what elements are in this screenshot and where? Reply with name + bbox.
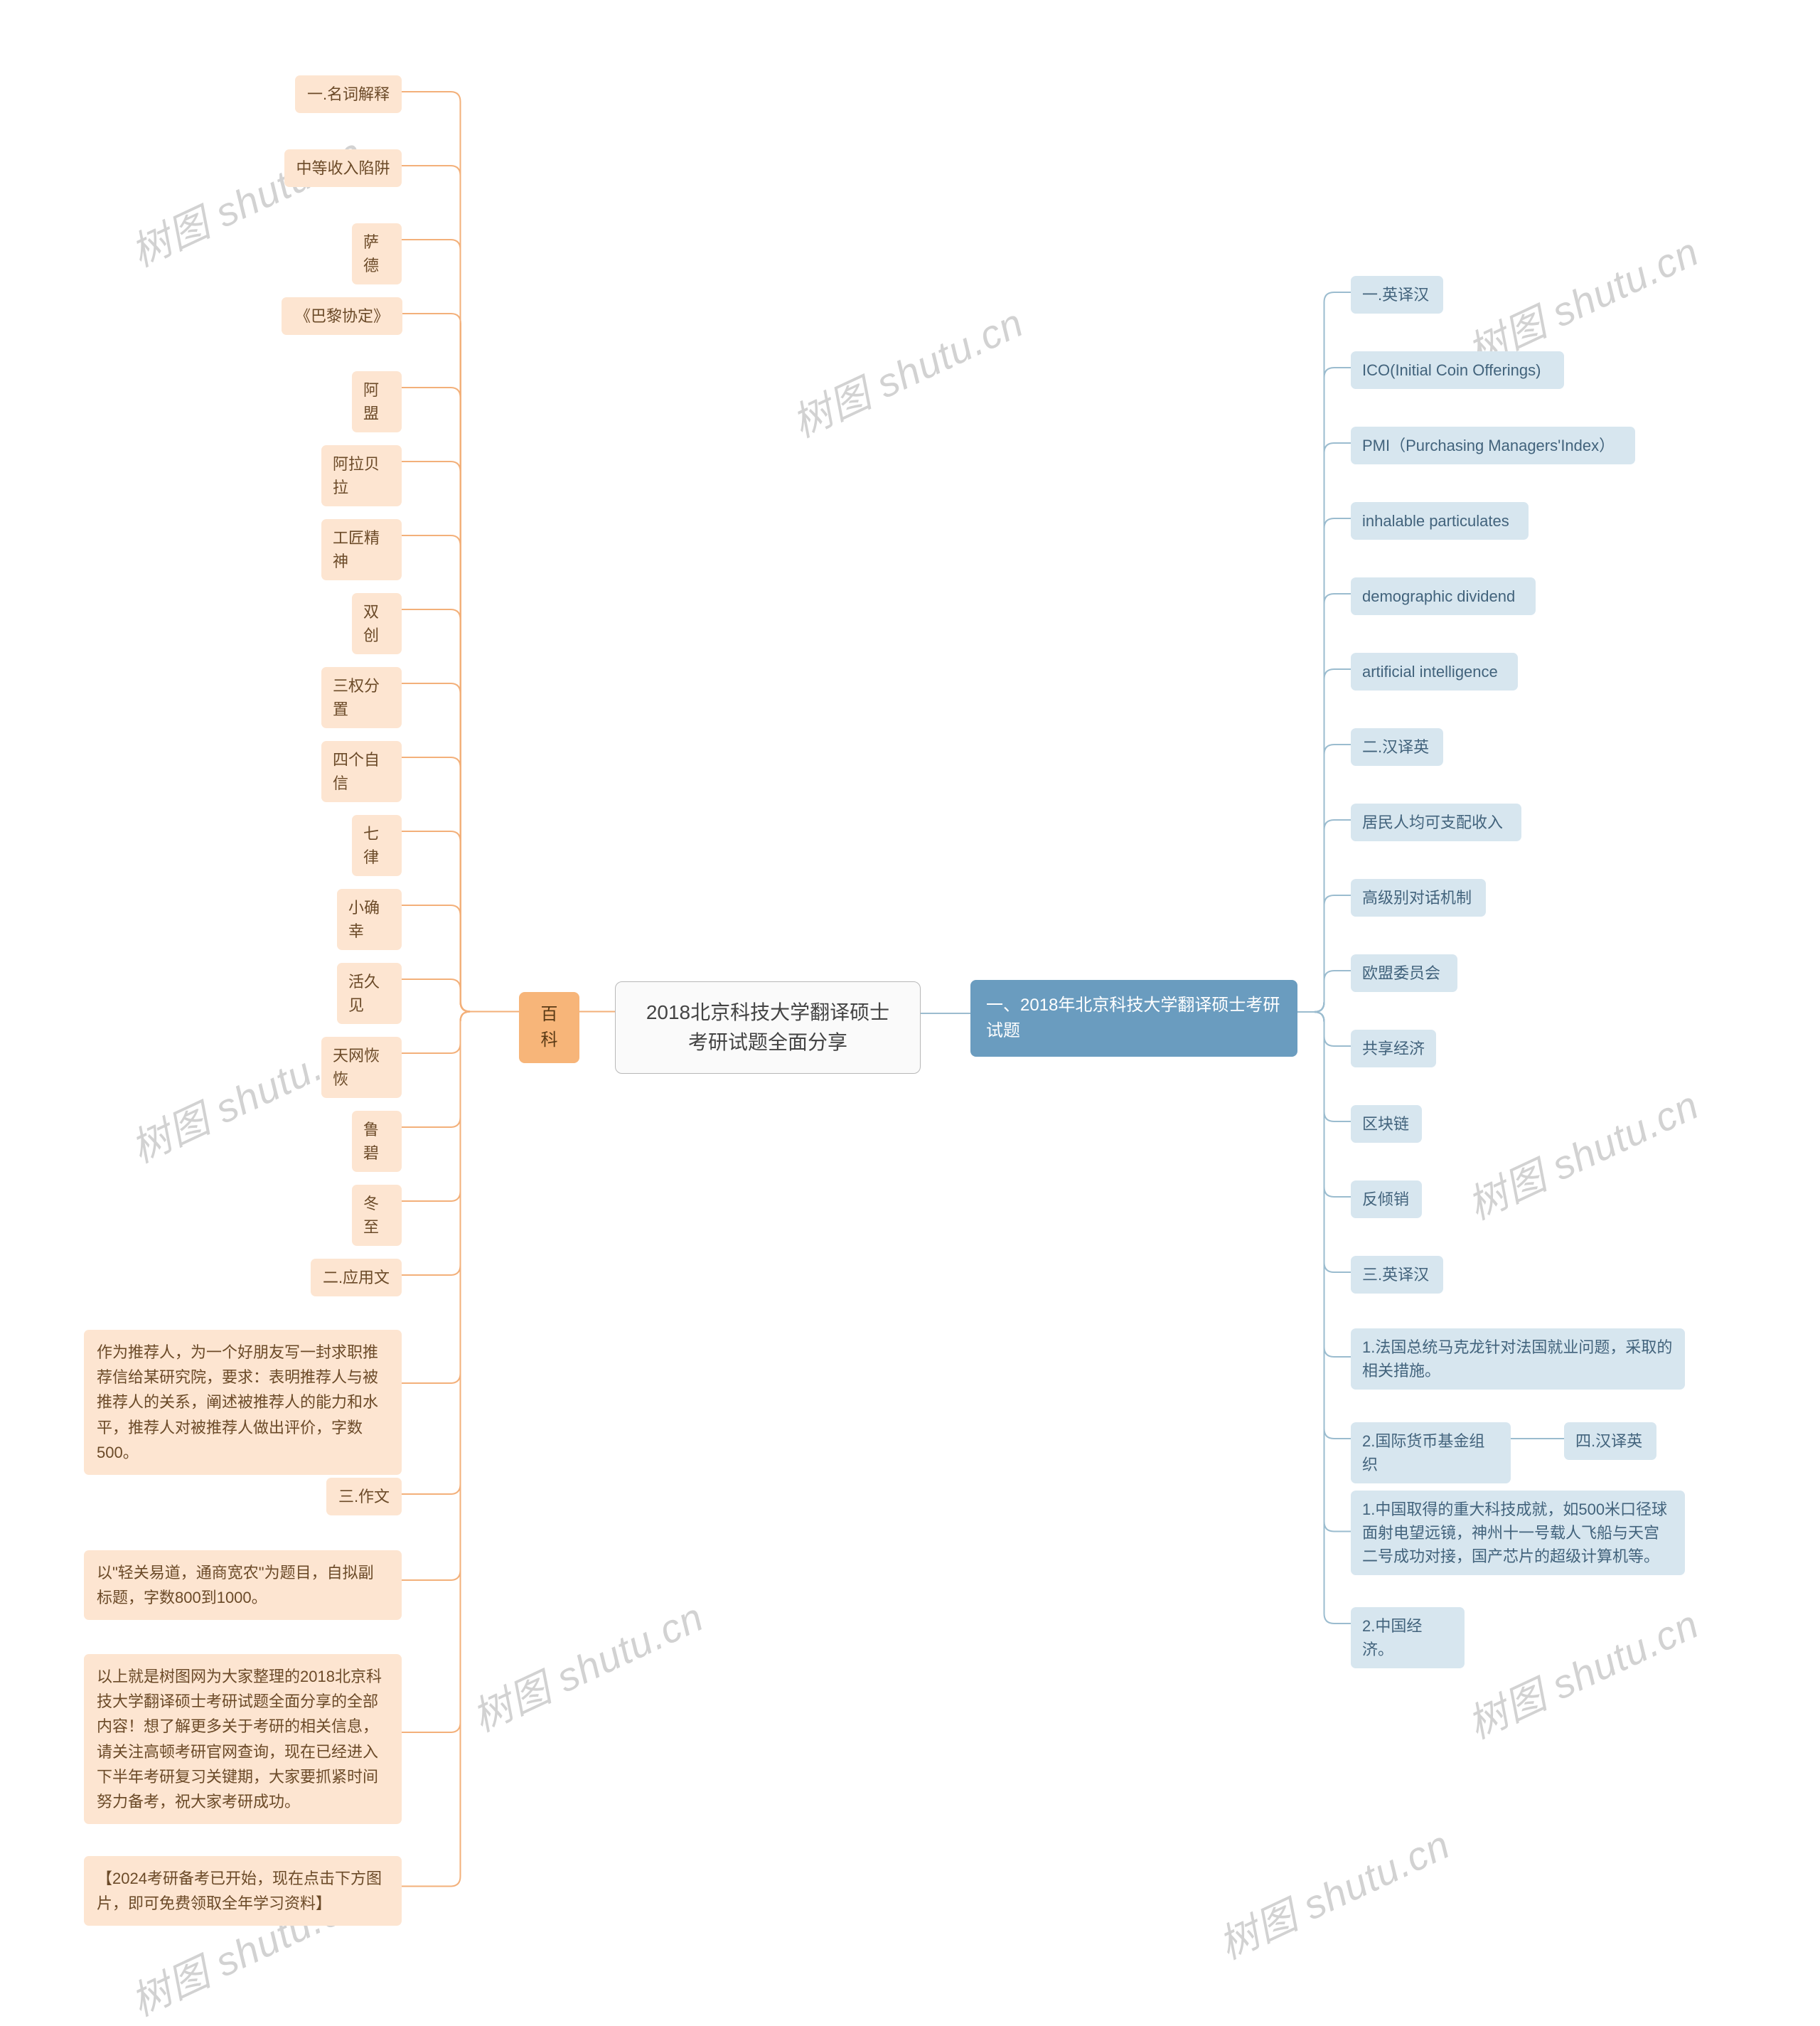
right-leaf-3: inhalable particulates (1351, 502, 1529, 540)
watermark: 树图 shutu.cn (1457, 1593, 1707, 1750)
sub-right-leaf: 四.汉译英 (1564, 1422, 1656, 1460)
watermark: 树图 shutu.cn (781, 292, 1032, 449)
left-leaf-2: 萨德 (352, 223, 402, 284)
watermark: 树图 shutu.cn (120, 121, 370, 278)
right-leaf-11: 区块链 (1351, 1105, 1422, 1143)
left-leaf-9: 四个自信 (321, 741, 402, 802)
left-leaf-3: 《巴黎协定》 (282, 297, 402, 335)
left-leaf-10: 七律 (352, 815, 402, 876)
right-leaf-10: 共享经济 (1351, 1030, 1436, 1067)
left-leaf-0: 一.名词解释 (295, 75, 402, 113)
left-leaf-11: 小确幸 (337, 889, 402, 950)
left-leaf-20: 以上就是树图网为大家整理的2018北京科技大学翻译硕士考研试题全面分享的全部内容… (84, 1654, 402, 1824)
right-leaf-17: 2.中国经济。 (1351, 1607, 1465, 1668)
left-leaf-7: 双创 (352, 593, 402, 654)
left-leaf-17: 作为推荐人，为一个好朋友写一封求职推荐信给某研究院，要求：表明推荐人与被推荐人的… (84, 1330, 402, 1475)
right-leaf-4: demographic dividend (1351, 577, 1536, 615)
watermark: 树图 shutu.cn (461, 1586, 712, 1743)
left-leaf-14: 鲁碧 (352, 1111, 402, 1172)
left-leaf-6: 工匠精神 (321, 519, 402, 580)
mindmap-canvas: 树图 shutu.cn 树图 shutu.cn 树图 shutu.cn 树图 shut… (0, 0, 1820, 2026)
left-leaf-18: 三.作文 (326, 1478, 402, 1515)
left-leaf-19: 以"轻关易道，通商宽农"为题目，自拟副标题，字数800到1000。 (84, 1550, 402, 1620)
right-leaf-8: 高级别对话机制 (1351, 879, 1486, 917)
watermark: 树图 shutu.cn (1208, 1813, 1458, 1971)
right-leaf-6: 二.汉译英 (1351, 728, 1443, 766)
l1-blue-node: 一、2018年北京科技大学翻译硕士考研试题 (970, 980, 1297, 1057)
left-leaf-13: 天网恢恢 (321, 1037, 402, 1098)
l1-orange-node: 百科 (519, 992, 579, 1063)
right-leaf-16: 1.中国取得的重大科技成就，如500米口径球面射电望远镜，神州十一号载人飞船与天… (1351, 1491, 1685, 1575)
left-leaf-21: 【2024考研备考已开始，现在点击下方图片，即可免费领取全年学习资料】 (84, 1856, 402, 1926)
left-leaf-5: 阿拉贝拉 (321, 445, 402, 506)
left-leaf-15: 冬至 (352, 1185, 402, 1246)
left-leaf-8: 三权分置 (321, 667, 402, 728)
root-node: 2018北京科技大学翻译硕士考研试题全面分享 (615, 981, 921, 1074)
right-leaf-14: 1.法国总统马克龙针对法国就业问题，采取的相关措施。 (1351, 1328, 1685, 1390)
left-leaf-4: 阿盟 (352, 371, 402, 432)
left-leaf-12: 活久见 (337, 963, 402, 1024)
right-leaf-9: 欧盟委员会 (1351, 954, 1457, 992)
right-leaf-15: 2.国际货币基金组织 (1351, 1422, 1511, 1483)
left-leaf-16: 二.应用文 (311, 1259, 402, 1296)
watermark: 树图 shutu.cn (1457, 1074, 1707, 1231)
right-leaf-1: ICO(Initial Coin Offerings) (1351, 351, 1564, 389)
left-leaf-1: 中等收入陷阱 (284, 149, 402, 187)
right-leaf-5: artificial intelligence (1351, 653, 1518, 691)
right-leaf-7: 居民人均可支配收入 (1351, 804, 1521, 841)
right-leaf-13: 三.英译汉 (1351, 1256, 1443, 1294)
right-leaf-2: PMI（Purchasing Managers'Index） (1351, 427, 1635, 464)
right-leaf-0: 一.英译汉 (1351, 276, 1443, 314)
right-leaf-12: 反倾销 (1351, 1180, 1422, 1218)
